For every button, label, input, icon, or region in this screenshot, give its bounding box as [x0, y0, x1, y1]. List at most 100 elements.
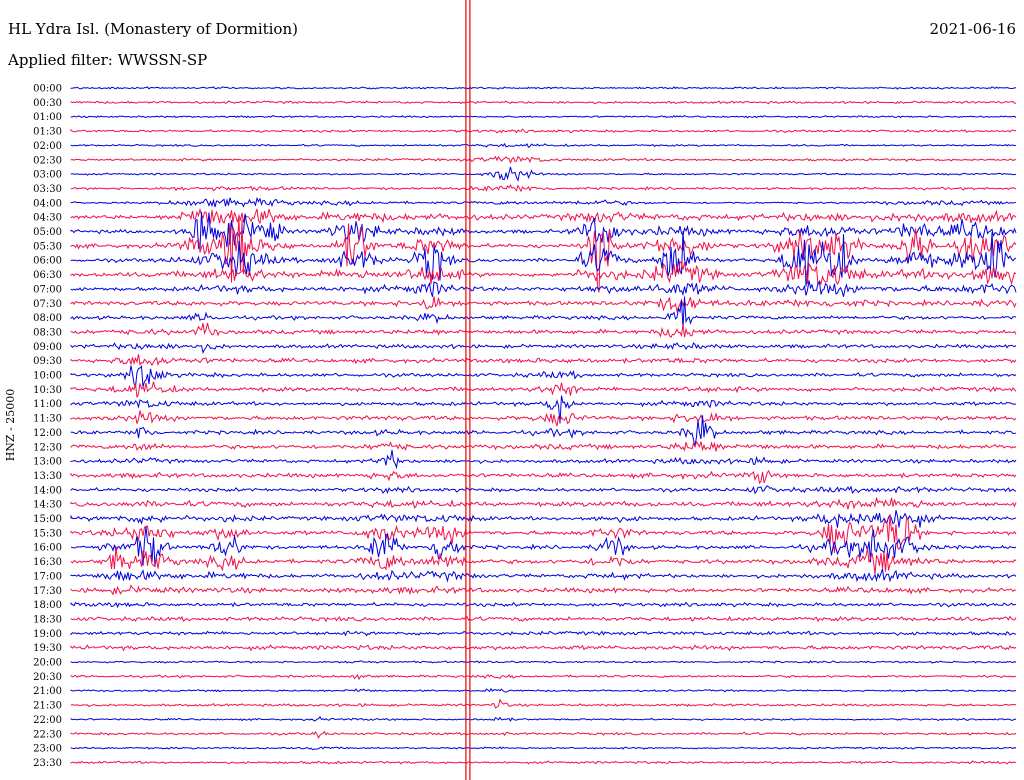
time-tick-label: 02:00: [33, 141, 62, 152]
time-tick-label: 18:30: [33, 614, 62, 625]
time-tick-label: 08:00: [33, 313, 62, 324]
trace-line-2300: [70, 746, 1017, 751]
trace-line-0430: [70, 207, 1017, 225]
trace-line-0400: [70, 196, 1017, 208]
trace-line-0930: [70, 354, 1017, 367]
time-tick-label: 18:00: [33, 600, 62, 611]
time-tick-label: 16:00: [33, 543, 62, 554]
trace-line-0200: [70, 142, 1017, 149]
time-tick-label: 05:30: [33, 241, 62, 252]
trace-line-0830: [70, 322, 1017, 339]
trace-line-0000: [70, 86, 1017, 90]
trace-line-1800: [70, 601, 1017, 609]
time-tick-label: 12:00: [33, 428, 62, 439]
filter-label: Applied filter: WWSSN-SP: [8, 51, 208, 69]
time-tick-label: 19:30: [33, 643, 62, 654]
trace-line-1900: [70, 630, 1017, 637]
trace-line-0900: [70, 342, 1017, 354]
time-tick-label: 23:00: [33, 744, 62, 755]
trace-line-0800: [70, 296, 1017, 329]
time-tick-label: 12:30: [33, 442, 62, 453]
time-tick-label: 03:30: [33, 184, 62, 195]
trace-line-1700: [70, 568, 1017, 583]
trace-line-2200: [70, 715, 1016, 723]
time-tick-label: 22:00: [33, 715, 62, 726]
trace-line-1200: [70, 415, 1016, 447]
trace-line-2130: [70, 698, 1017, 709]
trace-line-1030: [70, 381, 1017, 398]
time-tick-label: 21:00: [33, 686, 62, 697]
station-title: HL Ydra Isl. (Monastery of Dormition): [8, 20, 298, 38]
trace-line-1430: [70, 497, 1017, 510]
trace-line-1100: [70, 395, 1017, 424]
trace-line-1400: [70, 485, 1017, 495]
time-tick-label: 19:00: [33, 629, 62, 640]
time-tick-label: 05:00: [33, 227, 62, 238]
time-tick-label: 21:30: [33, 701, 62, 712]
time-tick-label: 04:00: [33, 198, 62, 209]
trace-line-1830: [70, 615, 1017, 623]
time-tick-label: 10:00: [33, 371, 62, 382]
time-tick-label: 17:30: [33, 586, 62, 597]
trace-line-1500: [70, 510, 1017, 528]
time-tick-label: 09:30: [33, 356, 62, 367]
time-tick-label: 04:30: [33, 213, 62, 224]
time-tick-label: 17:00: [33, 571, 62, 582]
time-tick-label: 15:00: [33, 514, 62, 525]
trace-line-0530: [70, 218, 1017, 293]
trace-line-1530: [70, 514, 1017, 553]
y-axis-label: HNZ - 25000: [4, 389, 17, 462]
time-tick-label: 14:00: [33, 485, 62, 496]
trace-line-0730: [70, 296, 1017, 314]
trace-line-0030: [70, 100, 1017, 105]
time-tick-label: 03:00: [33, 170, 62, 181]
time-tick-label: 20:30: [33, 672, 62, 683]
time-tick-label: 13:00: [33, 457, 62, 468]
trace-line-1000: [70, 365, 1017, 389]
time-tick-label: 13:30: [33, 471, 62, 482]
time-tick-label: 20:00: [33, 658, 62, 669]
trace-line-0700: [70, 280, 1017, 297]
time-tick-label: 06:30: [33, 270, 62, 281]
trace-line-2100: [70, 687, 1017, 693]
trace-line-0100: [70, 114, 1017, 119]
trace-line-0630: [70, 260, 1017, 286]
trace-line-1230: [70, 440, 1017, 452]
time-tick-label: 11:30: [33, 414, 62, 425]
trace-line-2000: [70, 659, 1017, 664]
time-tick-label: 00:30: [33, 98, 62, 109]
time-tick-label: 02:30: [33, 155, 62, 166]
trace-line-1300: [70, 449, 1017, 470]
traces-group: [70, 86, 1017, 765]
trace-line-2330: [70, 760, 1017, 765]
time-tick-label: 01:00: [33, 112, 62, 123]
trace-line-1600: [70, 526, 1017, 567]
date-label: 2021-06-16: [929, 20, 1016, 38]
trace-line-0600: [70, 231, 1017, 287]
trace-line-0300: [70, 166, 1017, 182]
time-tick-label: 11:00: [33, 399, 62, 410]
time-tick-label: 00:00: [33, 84, 62, 95]
trace-line-0230: [70, 155, 1017, 164]
time-tick-label: 07:30: [33, 299, 62, 310]
time-tick-labels: 00:00 00:30 01:00 01:30 02:00 02:30 03:00 03:30…: [33, 84, 62, 769]
time-tick-label: 06:00: [33, 256, 62, 267]
trace-line-0130: [70, 128, 1016, 134]
trace-line-1330: [70, 469, 1017, 485]
trace-line-0500: [70, 211, 1017, 249]
time-tick-label: 22:30: [33, 729, 62, 740]
trace-line-0330: [70, 184, 1017, 193]
trace-line-1630: [70, 546, 1017, 575]
time-tick-label: 07:00: [33, 284, 62, 295]
time-tick-label: 14:30: [33, 500, 62, 511]
time-tick-label: 09:00: [33, 342, 62, 353]
time-tick-label: 10:30: [33, 385, 62, 396]
trace-line-1730: [70, 584, 1017, 596]
time-tick-label: 23:30: [33, 758, 62, 769]
trace-line-1130: [70, 410, 1017, 427]
time-tick-label: 16:30: [33, 557, 62, 568]
trace-line-2230: [70, 730, 1017, 739]
time-tick-label: 15:30: [33, 528, 62, 539]
time-tick-label: 01:30: [33, 127, 62, 138]
